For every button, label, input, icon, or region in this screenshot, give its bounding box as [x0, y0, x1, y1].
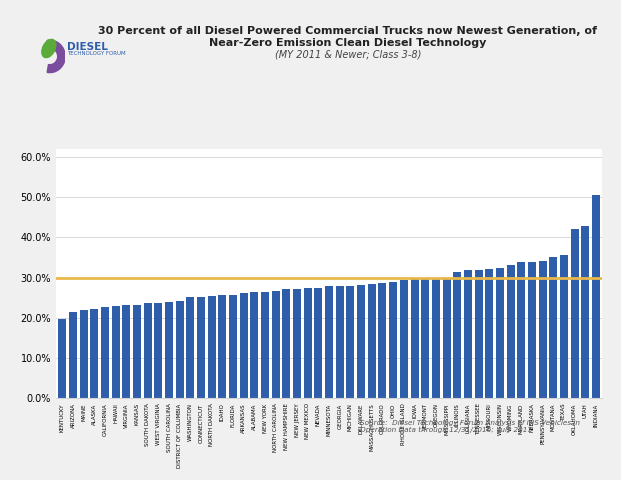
- Bar: [122, 305, 130, 398]
- Bar: [219, 295, 227, 398]
- Bar: [133, 305, 141, 398]
- Bar: [581, 226, 589, 398]
- Bar: [272, 290, 280, 398]
- Bar: [496, 267, 504, 398]
- Bar: [507, 265, 515, 398]
- Bar: [538, 261, 546, 398]
- Bar: [207, 296, 215, 398]
- Bar: [240, 293, 248, 398]
- Bar: [410, 279, 419, 398]
- Bar: [261, 292, 269, 398]
- Bar: [186, 297, 194, 398]
- Text: TECHNOLOGY FORUM: TECHNOLOGY FORUM: [67, 51, 125, 56]
- Bar: [592, 195, 600, 398]
- Bar: [304, 288, 312, 398]
- Bar: [336, 286, 344, 398]
- Text: (MY 2011 & Newer; Class 3-8): (MY 2011 & Newer; Class 3-8): [274, 49, 421, 60]
- Text: 30 Percent of all Diesel Powered Commercial Trucks now Newest Generation, of: 30 Percent of all Diesel Powered Commerc…: [98, 26, 597, 36]
- Bar: [357, 285, 365, 398]
- Bar: [143, 303, 152, 398]
- Bar: [79, 310, 88, 398]
- Bar: [549, 257, 557, 398]
- Bar: [58, 319, 66, 398]
- Bar: [229, 295, 237, 398]
- Bar: [90, 309, 98, 398]
- Bar: [378, 283, 386, 398]
- Bar: [453, 272, 461, 398]
- Bar: [165, 302, 173, 398]
- Bar: [293, 289, 301, 398]
- Wedge shape: [47, 40, 65, 72]
- Bar: [485, 269, 493, 398]
- Bar: [347, 286, 355, 398]
- Bar: [389, 282, 397, 398]
- Text: DIESEL: DIESEL: [67, 42, 108, 52]
- Ellipse shape: [42, 39, 56, 58]
- Bar: [176, 301, 184, 398]
- Bar: [560, 255, 568, 398]
- Bar: [517, 263, 525, 398]
- Bar: [400, 280, 408, 398]
- Bar: [421, 278, 429, 398]
- Bar: [69, 312, 77, 398]
- Bar: [528, 262, 536, 398]
- Bar: [325, 287, 333, 398]
- Bar: [197, 297, 205, 398]
- Bar: [314, 288, 322, 398]
- Bar: [250, 292, 258, 398]
- Bar: [432, 278, 440, 398]
- Bar: [112, 306, 120, 398]
- Bar: [443, 277, 451, 398]
- Bar: [283, 289, 291, 398]
- Bar: [464, 270, 472, 398]
- Bar: [155, 302, 162, 398]
- Bar: [571, 229, 579, 398]
- Bar: [101, 307, 109, 398]
- Bar: [474, 270, 483, 398]
- Text: Source:  Diesel Technology Forum Analysis of IHS Vehicles in
Operation Data thro: Source: Diesel Technology Forum Analysis…: [360, 420, 580, 433]
- Text: Near-Zero Emission Clean Diesel Technology: Near-Zero Emission Clean Diesel Technolo…: [209, 38, 486, 48]
- Bar: [368, 285, 376, 398]
